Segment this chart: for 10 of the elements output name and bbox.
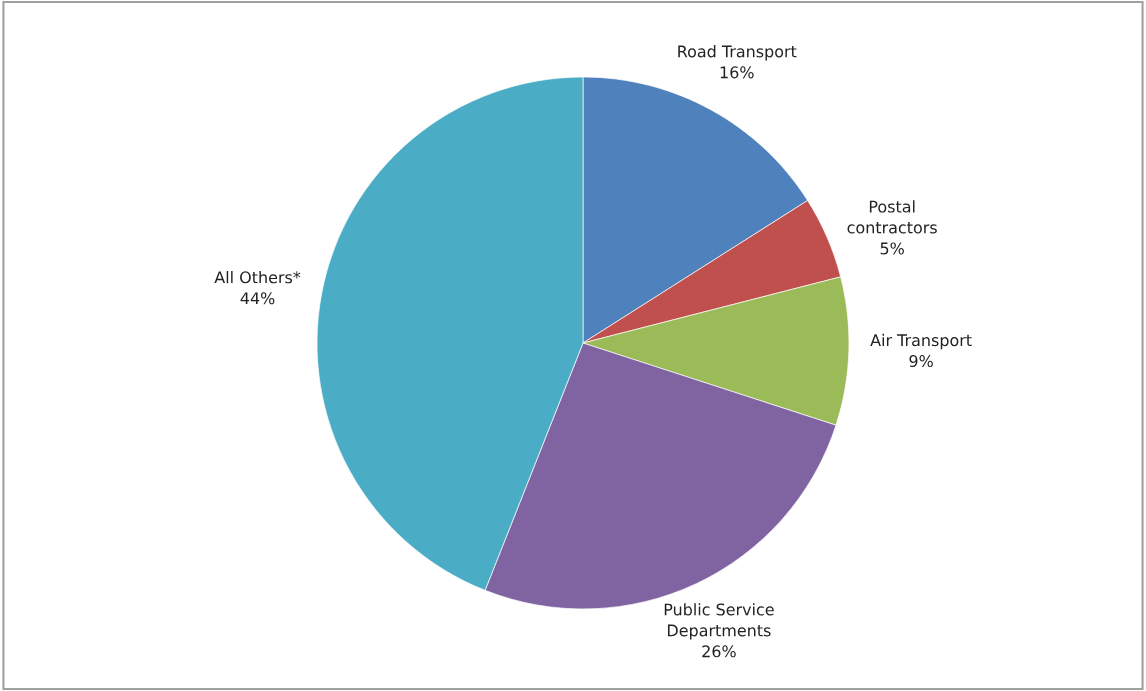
data-label: 5% [880, 242, 904, 255]
data-label: 26% [702, 645, 736, 658]
slice-label: All Others* [214, 270, 301, 284]
slice-label: Public Service Departments [664, 603, 774, 640]
data-label: 9% [909, 355, 933, 368]
slice-label: Postal contractors [847, 200, 937, 234]
data-label: 16% [720, 66, 754, 79]
slice-label: Air Transport [870, 333, 972, 350]
slice-label: Road Transport [678, 45, 797, 61]
data-label: 44% [240, 292, 275, 305]
